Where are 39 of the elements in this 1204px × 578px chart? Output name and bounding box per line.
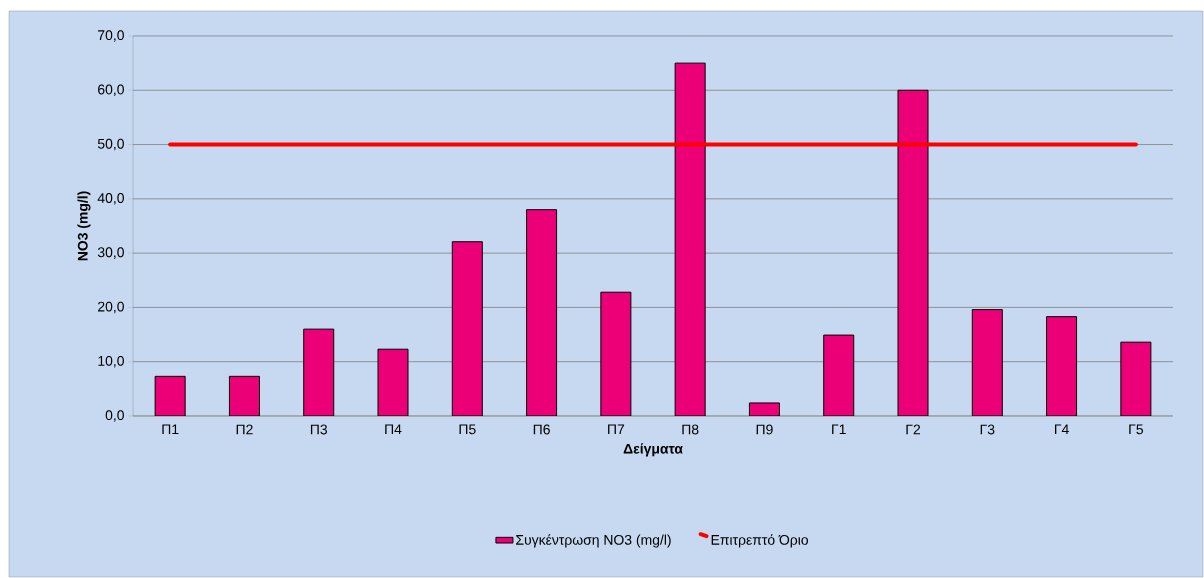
bar [897,89,929,416]
x-tick-label: Γ5 [1129,424,1143,435]
bar [303,328,335,416]
bar [823,334,855,416]
y-tick-label: 0,0 [105,410,124,422]
x-tick-label: Π5 [459,424,476,435]
x-tick-label: Π6 [533,424,550,435]
x-tick-label: Π4 [385,424,402,435]
x-tick-label: Γ4 [1055,424,1069,435]
bar [154,375,186,416]
x-axis-title: Δείγματα [623,443,683,457]
bar [1046,316,1078,416]
bar [526,209,558,416]
x-tick-label: Γ2 [906,424,921,435]
y-tick-label: 20,0 [98,301,124,314]
bar [228,375,260,416]
bar [971,309,1003,416]
bar [451,241,483,416]
bar [674,62,706,416]
bar [1120,341,1152,416]
y-tick-label: 50,0 [97,138,124,151]
y-axis-title: NO3 (mg/l) [77,191,91,261]
y-tick-label: 10,0 [98,355,124,368]
bar [600,291,632,416]
x-tick-label: Π8 [682,424,699,435]
x-tick-label: Π9 [756,424,773,435]
y-tick-label: 70,0 [98,30,124,42]
x-tick-label: Π1 [162,424,179,435]
y-tick-label: 30,0 [97,247,124,259]
x-tick-label: Γ1 [832,424,846,435]
x-tick-label: Γ3 [980,424,995,435]
x-tick-label: Π7 [608,424,625,435]
bar [377,348,409,416]
x-tick-label: Π3 [310,424,328,435]
legend-label: Συγκέντρωση NO3 (mg/l) [516,534,671,548]
y-tick-label: 40,0 [97,193,124,205]
legend-label: Επιτρεπτό Όριο [711,534,808,548]
x-tick-label: Π2 [236,424,253,435]
y-tick-label: 60,0 [98,84,124,97]
